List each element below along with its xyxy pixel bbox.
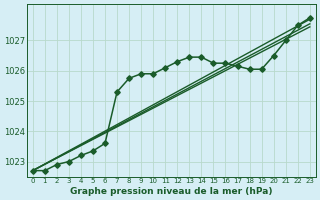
X-axis label: Graphe pression niveau de la mer (hPa): Graphe pression niveau de la mer (hPa)	[70, 187, 273, 196]
